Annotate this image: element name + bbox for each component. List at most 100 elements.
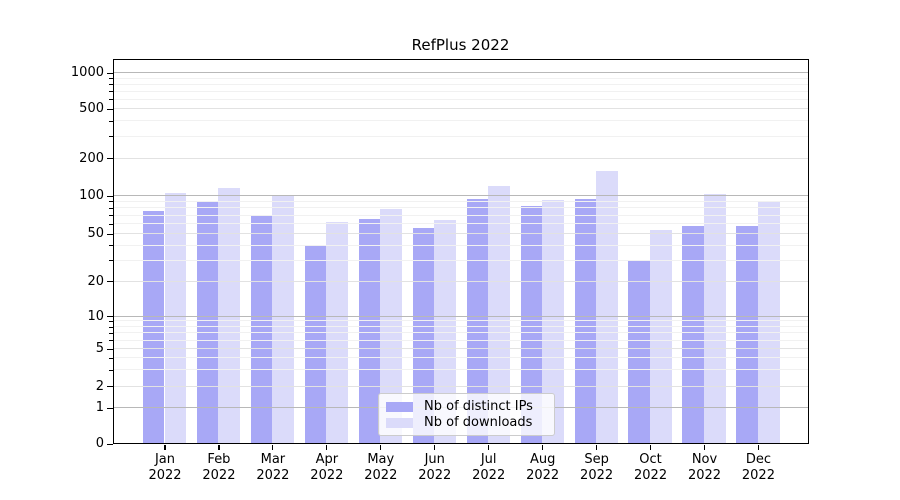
x-tick-label: Aug 2022 <box>526 452 560 483</box>
x-tick <box>218 445 220 450</box>
downloads-bar-dec <box>757 202 780 443</box>
x-tick-label: Mar 2022 <box>256 452 290 483</box>
minor-gridline <box>113 339 808 341</box>
x-tick <box>757 445 760 450</box>
major-gridline <box>113 385 808 387</box>
y-tick <box>106 281 113 283</box>
ips-bar-apr <box>304 245 327 443</box>
x-tick-label: Feb 2022 <box>202 452 236 483</box>
y-minor-tick <box>109 332 113 334</box>
minor-gridline <box>113 369 808 371</box>
major-gridline <box>113 72 808 74</box>
legend-item-downloads: Nb of downloads <box>386 415 546 430</box>
minor-gridline <box>113 244 808 246</box>
legend-item-distinct-ips: Nb of distinct IPs <box>386 399 546 414</box>
major-gridline <box>113 233 808 235</box>
minor-gridline <box>113 320 808 322</box>
ips-bar-oct <box>628 260 651 443</box>
x-tick-label: Apr 2022 <box>310 452 344 483</box>
minor-gridline <box>113 259 808 261</box>
y-tick <box>106 407 113 409</box>
major-gridline <box>113 315 808 317</box>
x-tick-label: Nov 2022 <box>687 452 722 483</box>
minor-gridline <box>113 357 808 359</box>
y-tick <box>106 348 113 350</box>
minor-gridline <box>113 223 808 225</box>
y-tick <box>106 386 113 388</box>
downloads-bar-mar <box>272 195 294 443</box>
minor-gridline <box>113 90 808 92</box>
x-tick-label: Jul 2022 <box>472 452 506 483</box>
y-tick-label: 200 <box>79 150 104 166</box>
x-tick <box>434 445 436 450</box>
ips-bar-feb <box>196 200 219 443</box>
minor-gridline <box>113 135 808 137</box>
y-minor-tick <box>109 201 113 203</box>
y-tick-label: 1 <box>95 400 104 416</box>
minor-gridline <box>113 98 808 100</box>
y-tick-label: 10 <box>87 308 104 324</box>
ips-bar-dec <box>736 225 758 443</box>
plot-area <box>112 59 809 444</box>
minor-gridline <box>113 83 808 85</box>
downloads-bar-aug <box>542 200 564 443</box>
downloads-bar-sep <box>596 171 618 443</box>
x-tick-label: Jan 2022 <box>148 452 182 483</box>
y-tick-label: 500 <box>79 101 104 117</box>
y-tick <box>106 158 113 160</box>
legend-label-downloads: Nb of downloads <box>424 415 533 430</box>
y-tick <box>106 443 113 445</box>
minor-gridline <box>113 120 808 122</box>
downloads-bar-jan <box>164 192 187 443</box>
ips-bar-may <box>358 219 381 443</box>
y-minor-tick <box>109 357 113 359</box>
y-tick-label: 100 <box>79 188 104 204</box>
y-tick-label: 1000 <box>70 65 104 81</box>
minor-gridline <box>113 332 808 334</box>
downloads-bar-jul <box>488 185 510 443</box>
legend-swatch-distinct-ips-icon <box>386 401 413 412</box>
y-minor-tick <box>109 91 113 93</box>
minor-gridline <box>113 207 808 209</box>
y-minor-tick <box>109 215 113 217</box>
legend-label-distinct-ips: Nb of distinct IPs <box>424 399 533 414</box>
ips-bar-mar <box>250 216 273 443</box>
ips-bar-nov <box>682 225 704 443</box>
y-minor-tick <box>109 260 113 262</box>
major-gridline <box>113 157 808 159</box>
x-tick-label: Dec 2022 <box>741 452 775 483</box>
ips-bar-aug <box>520 205 543 443</box>
downloads-bar-feb <box>218 187 241 443</box>
minor-gridline <box>113 77 808 79</box>
minor-gridline <box>113 214 808 216</box>
y-tick-label: 20 <box>87 273 104 289</box>
x-tick <box>164 445 166 450</box>
x-tick <box>326 445 328 450</box>
y-tick <box>106 72 113 74</box>
major-gridline <box>113 348 808 350</box>
x-tick-label: Jun 2022 <box>418 452 452 483</box>
y-tick <box>106 233 113 235</box>
minor-gridline <box>113 326 808 328</box>
downloads-bar-jun <box>434 220 456 443</box>
y-minor-tick <box>109 369 113 371</box>
y-minor-tick <box>109 120 113 122</box>
x-tick <box>272 445 274 450</box>
y-tick <box>106 108 113 110</box>
y-minor-tick <box>109 223 113 225</box>
downloads-bar-oct <box>650 229 672 443</box>
y-tick-label: 50 <box>87 226 104 242</box>
major-gridline <box>113 108 808 110</box>
y-minor-tick <box>109 99 113 101</box>
x-tick <box>542 445 544 450</box>
y-minor-tick <box>109 78 113 80</box>
legend: Nb of distinct IPs Nb of downloads <box>378 393 555 436</box>
y-minor-tick <box>109 84 113 86</box>
y-minor-tick <box>109 320 113 322</box>
x-tick-label: Sep 2022 <box>580 452 614 483</box>
legend-swatch-downloads-icon <box>386 417 413 428</box>
x-tick <box>488 445 490 450</box>
y-tick <box>106 315 113 318</box>
minor-gridline <box>113 200 808 202</box>
